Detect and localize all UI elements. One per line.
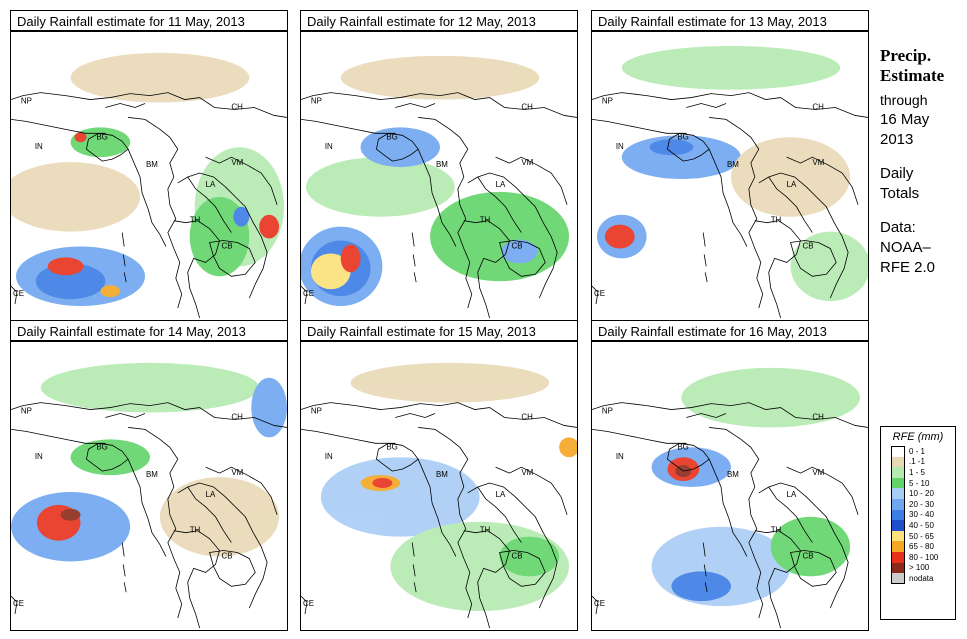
rainfall-map bbox=[300, 31, 578, 321]
legend-label: nodata bbox=[909, 573, 934, 583]
legend-label: 0 - 1 bbox=[909, 446, 926, 456]
legend-label: 80 - 100 bbox=[909, 552, 939, 562]
legend-swatch bbox=[891, 520, 905, 531]
side-panel: Precip. Estimate through 16 May 2013 Dai… bbox=[880, 46, 967, 278]
legend-swatch bbox=[891, 456, 905, 468]
legend-label: .1 -1 bbox=[909, 457, 926, 467]
heading-line-2: Estimate bbox=[880, 66, 945, 85]
through-text: through bbox=[880, 92, 928, 108]
date-line-2: 2013 bbox=[880, 131, 914, 148]
totals-line-1: Daily bbox=[880, 165, 914, 182]
panel-title: Daily Rainfall estimate for 14 May, 2013 bbox=[10, 320, 288, 341]
legend-swatch bbox=[891, 498, 905, 510]
date-line-1: 16 May bbox=[880, 111, 930, 128]
legend-label: 40 - 50 bbox=[909, 520, 934, 530]
legend-item: .1 -1 bbox=[891, 456, 955, 468]
legend-label: 5 - 10 bbox=[909, 478, 930, 488]
totals-line-2: Totals bbox=[880, 185, 920, 202]
rainfall-panel-3: Daily Rainfall estimate for 13 May, 2013 bbox=[591, 10, 871, 321]
legend-item: 0 - 1 bbox=[891, 446, 955, 457]
data-line-1: Data: bbox=[880, 219, 916, 236]
legend-swatch bbox=[891, 573, 905, 584]
legend-swatch bbox=[891, 509, 905, 521]
legend-swatch bbox=[891, 562, 905, 574]
panel-title: Daily Rainfall estimate for 11 May, 2013 bbox=[10, 10, 288, 31]
rainfall-map bbox=[591, 341, 869, 631]
rainfall-map bbox=[10, 341, 288, 631]
legend-item: 50 - 65 bbox=[891, 530, 955, 542]
legend-item: 5 - 10 bbox=[891, 477, 955, 489]
legend-swatch bbox=[891, 530, 905, 542]
panel-title: Daily Rainfall estimate for 13 May, 2013 bbox=[591, 10, 869, 31]
rainfall-map bbox=[300, 341, 578, 631]
rainfall-panel-6: Daily Rainfall estimate for 16 May, 2013 bbox=[591, 320, 871, 631]
rainfall-panel-4: Daily Rainfall estimate for 14 May, 2013 bbox=[10, 320, 290, 631]
panel-title: Daily Rainfall estimate for 12 May, 2013 bbox=[300, 10, 578, 31]
legend-item: 10 - 20 bbox=[891, 488, 955, 499]
legend-swatch bbox=[891, 477, 905, 489]
legend-item: > 100 bbox=[891, 562, 955, 574]
legend-item: 65 - 80 bbox=[891, 541, 955, 552]
panel-title: Daily Rainfall estimate for 16 May, 2013 bbox=[591, 320, 869, 341]
panel-title: Daily Rainfall estimate for 15 May, 2013 bbox=[300, 320, 578, 341]
rainfall-map bbox=[591, 31, 869, 321]
legend-label: 30 - 40 bbox=[909, 510, 934, 520]
rainfall-panel-2: Daily Rainfall estimate for 12 May, 2013 bbox=[300, 10, 580, 321]
legend-label: 1 - 5 bbox=[909, 467, 926, 477]
legend-item: 20 - 30 bbox=[891, 498, 955, 510]
legend-swatch bbox=[891, 446, 905, 457]
legend-item: 30 - 40 bbox=[891, 509, 955, 521]
legend-label: 10 - 20 bbox=[909, 489, 934, 499]
legend-item: 1 - 5 bbox=[891, 467, 955, 478]
heading-line-1: Precip. bbox=[880, 46, 932, 65]
legend-label: 50 - 65 bbox=[909, 531, 934, 541]
data-line-3: RFE 2.0 bbox=[880, 259, 936, 276]
legend-label: > 100 bbox=[909, 563, 930, 573]
legend-label: 65 - 80 bbox=[909, 542, 934, 552]
legend-item: 80 - 100 bbox=[891, 551, 955, 563]
legend-swatch bbox=[891, 551, 905, 563]
rainfall-panel-1: Daily Rainfall estimate for 11 May, 2013 bbox=[10, 10, 290, 321]
legend-swatch bbox=[891, 488, 905, 499]
legend-swatch bbox=[891, 467, 905, 478]
data-line-2: NOAA– bbox=[880, 239, 931, 256]
legend-item: nodata bbox=[891, 573, 955, 584]
legend-label: 20 - 30 bbox=[909, 499, 934, 509]
legend-title: RFE (mm) bbox=[892, 431, 944, 443]
legend-swatch bbox=[891, 541, 905, 552]
precip-field bbox=[11, 52, 285, 307]
rainfall-panel-5: Daily Rainfall estimate for 15 May, 2013 bbox=[300, 320, 580, 631]
rainfall-map bbox=[10, 31, 288, 321]
legend-item: 40 - 50 bbox=[891, 520, 955, 531]
